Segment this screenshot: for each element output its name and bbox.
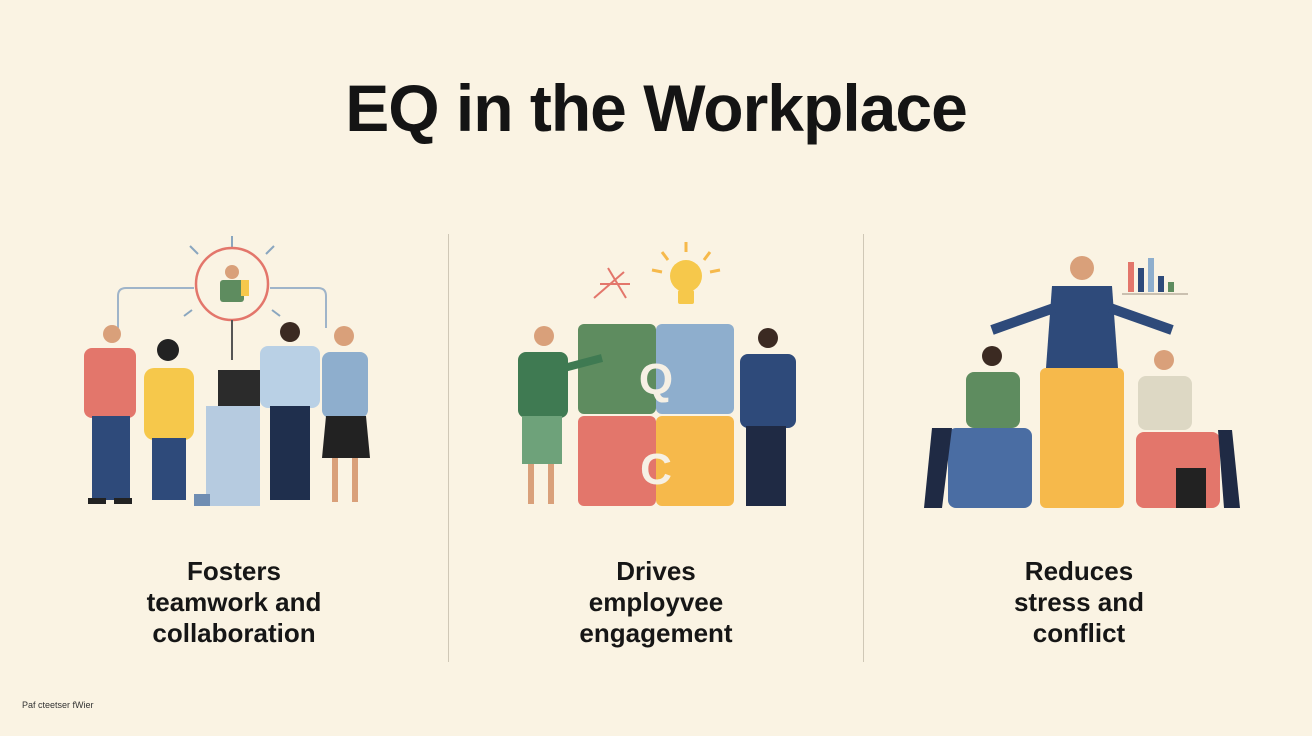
teamwork-svg [84,236,370,506]
page-title: EQ in the Workplace [345,71,968,145]
caption-teamwork: Fosters teamwork and collaboration [84,556,384,649]
stress-illustration [912,228,1312,528]
caption-line: Reduces [1024,556,1134,586]
stress-svg [924,256,1240,508]
teamwork-illustration [70,228,490,528]
caption-line: teamwork and [146,587,322,617]
caption-line: collaboration [152,618,316,648]
caption-stress: Reduces stress and conflict [929,556,1229,649]
engagement-illustration: Q C [490,228,910,528]
footer-text: Paf cteetser fWier [22,700,94,710]
caption-line: stress and [1013,587,1145,617]
caption-line: Drives [616,556,696,586]
caption-line: engagement [579,618,733,648]
divider-right [863,234,864,662]
caption-line: employvee [588,587,724,617]
block-letter-q: Q [639,355,673,404]
caption-line: Fosters [187,556,281,586]
block-letter-c: C [640,445,672,494]
caption-engagement: Drives employvee engagement [506,556,806,649]
engagement-svg: Q C [518,242,796,506]
caption-line: conflict [1032,618,1126,648]
divider-left [448,234,449,662]
